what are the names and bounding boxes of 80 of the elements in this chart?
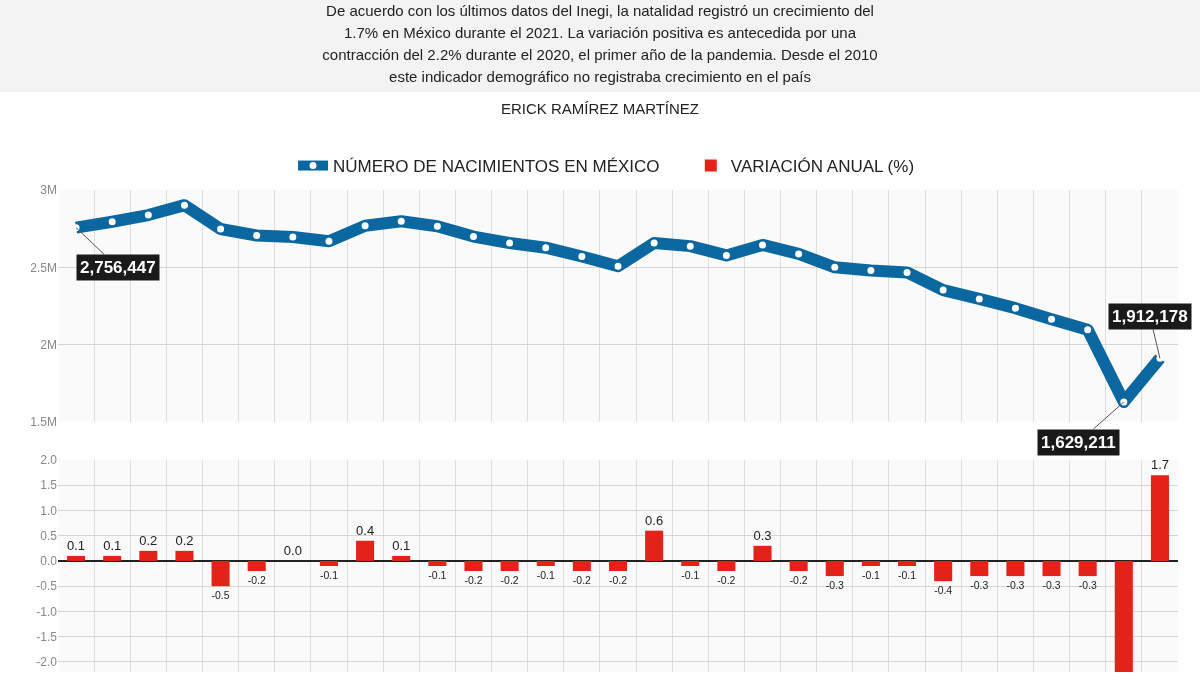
bar (428, 560, 447, 566)
y-tick-label: 2.5M (30, 260, 57, 275)
bar (1078, 560, 1097, 577)
bar (789, 560, 808, 572)
data-label: -0.2 (789, 574, 808, 586)
y-tick-label: 3M (40, 183, 57, 198)
bar (934, 560, 953, 582)
data-label: -0.1 (861, 569, 881, 581)
data-label: 1,912,178 (1112, 307, 1188, 326)
data-label: 0.1 (392, 537, 411, 553)
data-label: 1,629,211 (1041, 433, 1116, 452)
bar (356, 540, 375, 561)
data-label: -0.2 (572, 574, 592, 586)
data-label: -0.2 (464, 574, 483, 586)
y-tick-label: 1.5M (30, 415, 57, 430)
legend-label: NÚMERO DE NACIMIENTOS EN MÉXICO (333, 157, 660, 177)
data-label: -0.1 (428, 569, 447, 581)
text: ERICK RAMÍREZ MARTÍNEZ (499, 100, 701, 117)
y-tick-label: -2.0 (36, 655, 58, 670)
data-label: -0.3 (1078, 579, 1097, 591)
bar (861, 560, 880, 566)
data-label: -0.5 (211, 589, 230, 601)
bar (1114, 560, 1133, 672)
bar (139, 550, 158, 561)
data-label: -0.2 (717, 574, 736, 586)
data-label: 0.1 (103, 537, 122, 553)
data-label: 0.2 (175, 532, 194, 548)
y-tick-label: 0.5 (40, 528, 58, 543)
data-label: -0.3 (1006, 579, 1025, 591)
bar (1150, 475, 1169, 561)
data-label: 0.2 (139, 532, 158, 548)
bar (392, 555, 411, 561)
data-label: -0.2 (247, 574, 266, 586)
data-label: -0.4 (934, 584, 953, 596)
bar (247, 560, 266, 572)
bar (67, 555, 86, 561)
data-label: -0.1 (319, 569, 339, 581)
y-tick-label: 1.0 (40, 503, 58, 518)
data-label: -0.2 (500, 574, 519, 586)
bar (717, 560, 736, 572)
data-label: 0.3 (753, 527, 772, 543)
data-label: 0.6 (645, 512, 664, 528)
bar (319, 560, 338, 566)
data-label: 0.0 (283, 542, 302, 558)
bar (175, 550, 194, 561)
legend-label: VARIACIÓN ANUAL (%) (730, 157, 915, 177)
y-tick-label: 2M (40, 337, 57, 352)
bar (211, 560, 230, 587)
bar (608, 560, 628, 572)
chart-subtitle: De acuerdo con los últimos datos del Inegi, la natalidad registró un crecimiento del 1.7% en México durante el 2021. La variación positiva es antecedida por una contracción del 2.2% durante el 2020, el primer año de la pandemia. Desde el 2010 este indicador demográfico no registraba crecimiento en el país (0, 0, 1200, 92)
bar (464, 560, 483, 572)
bar (898, 560, 917, 566)
data-label: -0.1 (681, 569, 700, 581)
bar (500, 560, 519, 572)
y-tick-label: 0.0 (40, 554, 58, 569)
y-tick-label: -1.0 (36, 604, 58, 619)
bar (1006, 560, 1025, 577)
data-label: 0.1 (67, 537, 86, 553)
data-label: -0.3 (825, 579, 844, 591)
data-label: -0.1 (898, 569, 917, 581)
bar (753, 545, 772, 561)
bar (572, 560, 591, 572)
data-label: 2,756,447 (80, 258, 156, 277)
y-tick-label: -0.5 (36, 579, 58, 594)
data-label: 1.7 (1150, 457, 1169, 473)
data-label: 0.4 (356, 522, 375, 538)
bar (970, 560, 989, 577)
y-tick-label: 1.5 (40, 478, 58, 493)
y-tick-label: 2.0 (40, 453, 58, 468)
bar (681, 560, 700, 566)
bar (536, 560, 555, 566)
bar (103, 555, 122, 561)
bar (645, 530, 664, 561)
data-label: -0.3 (970, 579, 989, 591)
data-label: -0.2 (608, 574, 628, 586)
y-tick-label: -1.5 (36, 629, 58, 644)
bar (825, 560, 844, 577)
bar (1042, 560, 1061, 577)
data-label: -0.3 (1042, 579, 1061, 591)
data-label: -0.1 (536, 569, 555, 581)
